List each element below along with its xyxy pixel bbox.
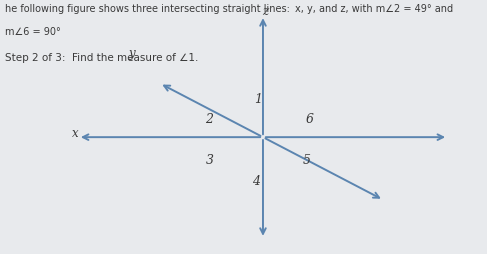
Text: he following figure shows three intersecting straight lines:  x, y, and z, with : he following figure shows three intersec… [5,4,453,14]
Text: y: y [128,47,135,60]
Text: 2: 2 [206,113,213,126]
Text: 3: 3 [206,153,213,167]
Text: Step 2 of 3:  Find the measure of ∠1.: Step 2 of 3: Find the measure of ∠1. [5,53,198,63]
Text: 4: 4 [252,175,260,188]
Text: 1: 1 [254,92,262,106]
Text: x: x [72,127,79,140]
Text: 5: 5 [303,153,311,167]
Text: 6: 6 [305,113,313,126]
Text: m∠6 = 90°: m∠6 = 90° [5,27,60,37]
Text: z: z [262,5,268,18]
